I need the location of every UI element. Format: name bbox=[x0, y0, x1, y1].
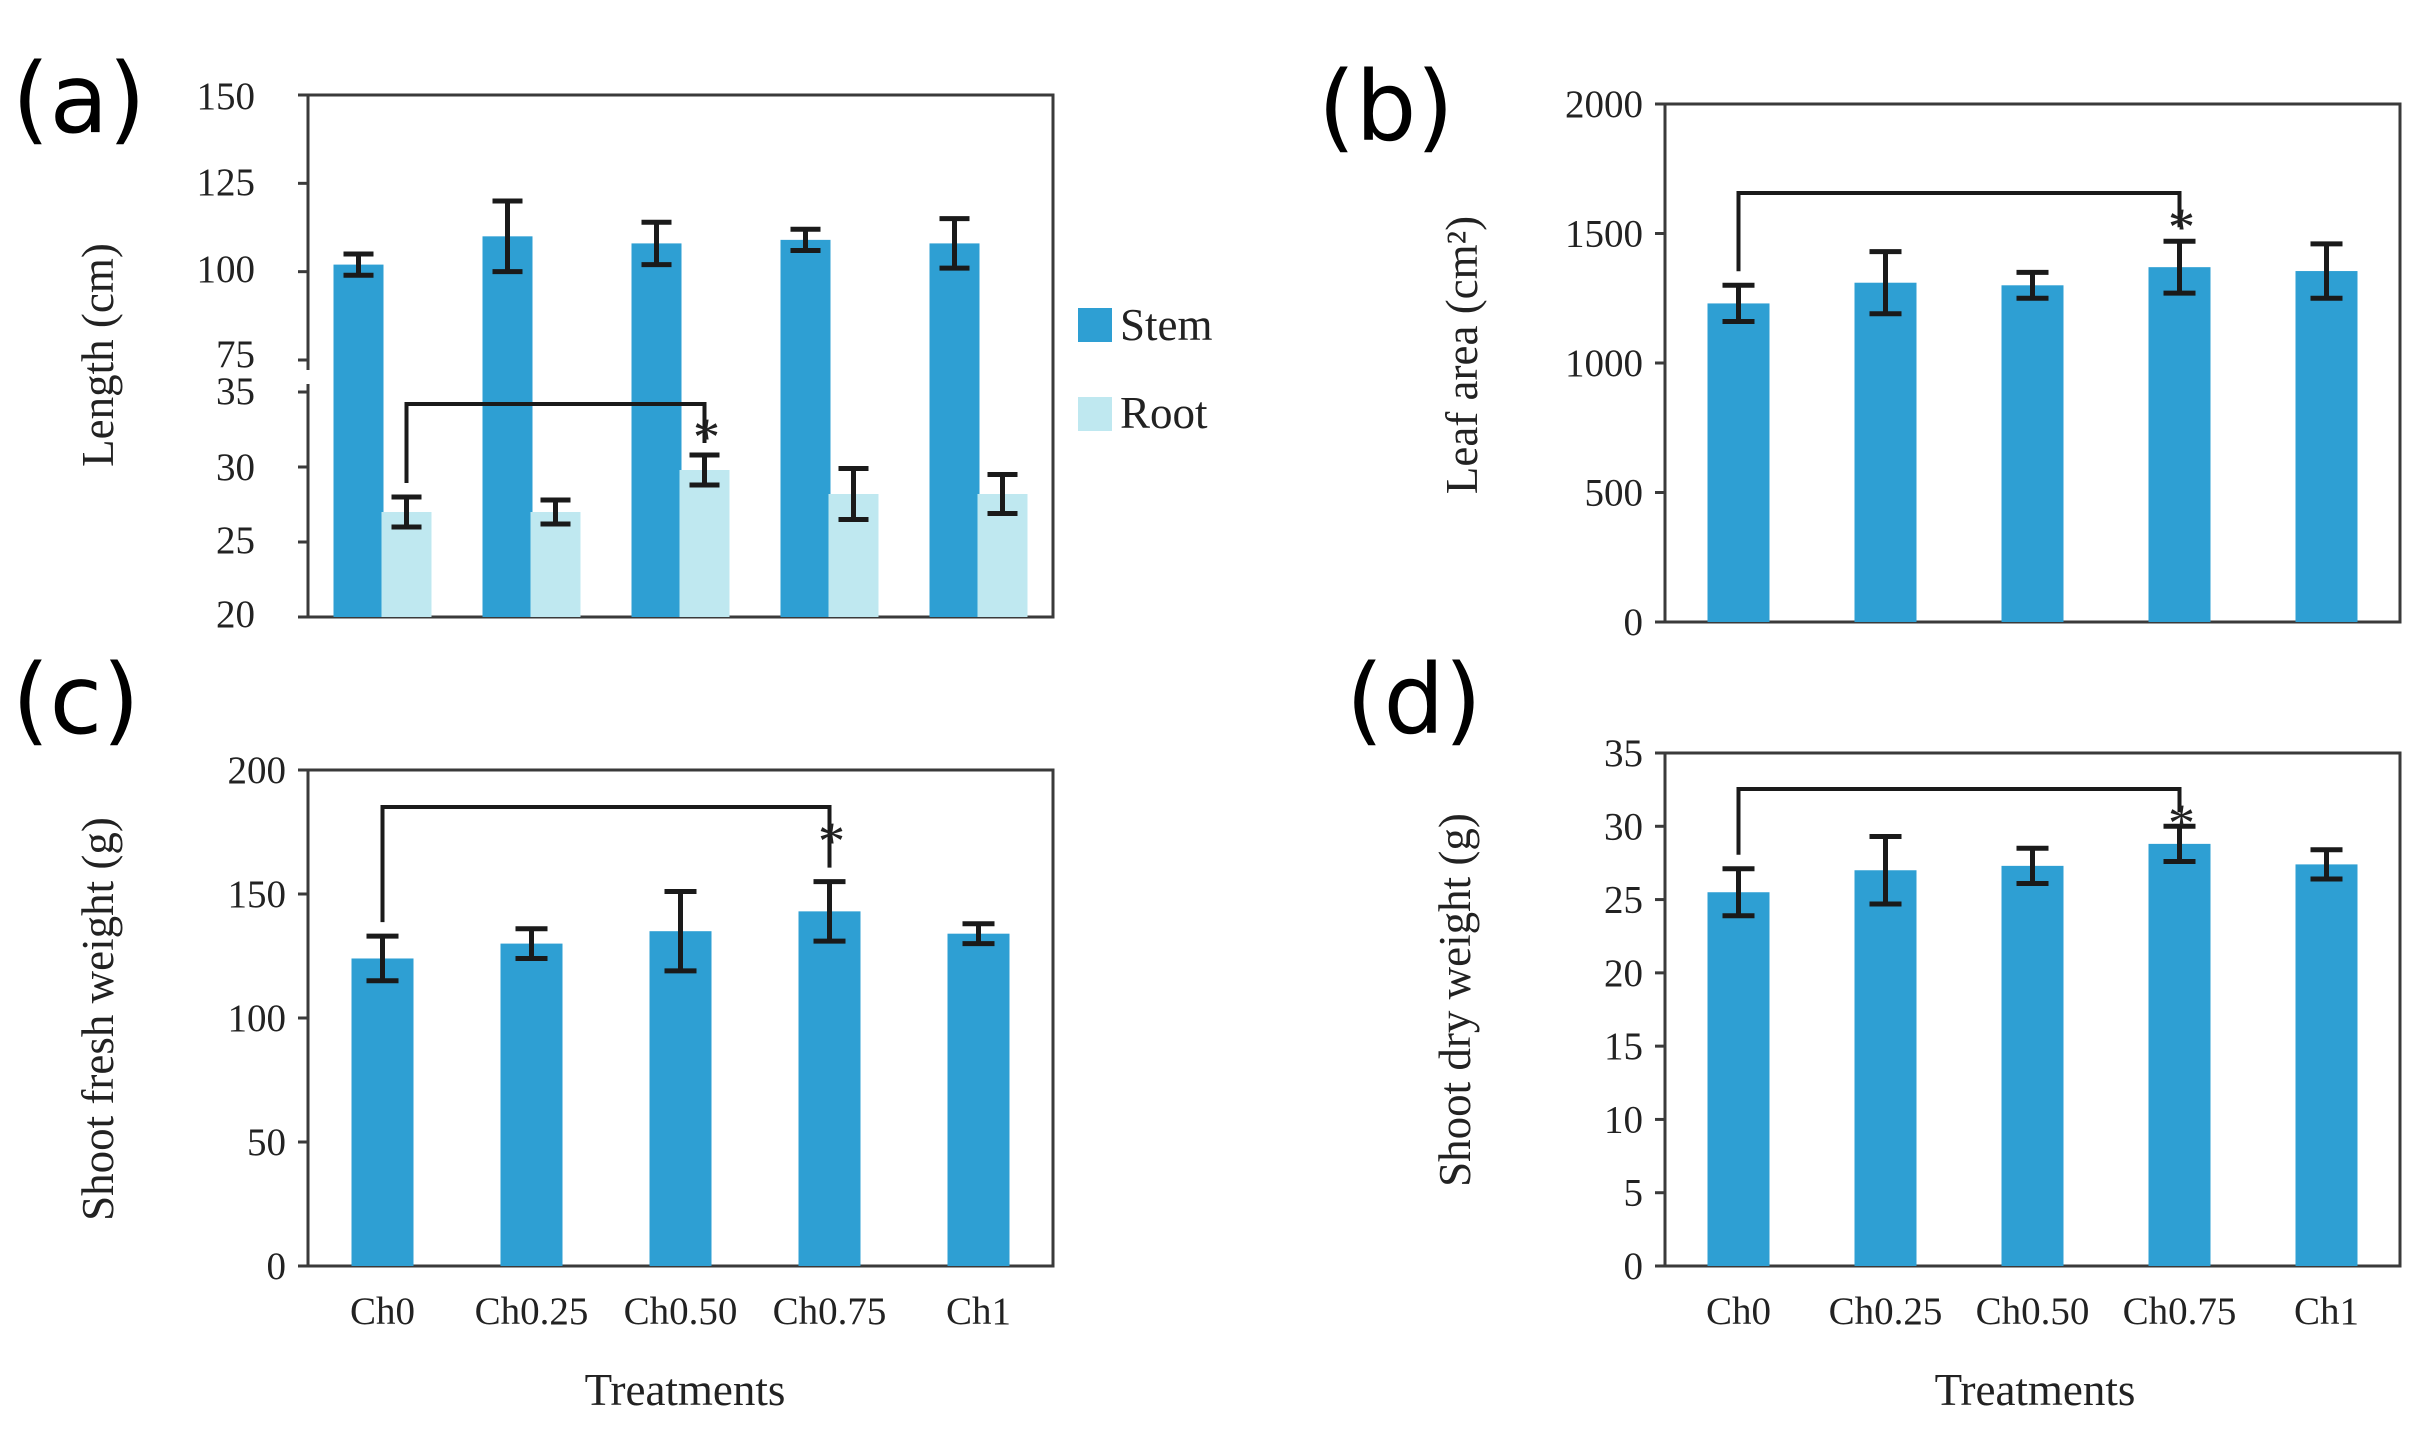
significance-marker: * bbox=[2168, 197, 2195, 257]
bar bbox=[351, 958, 414, 1266]
x-tick-label: Ch0 bbox=[350, 1290, 415, 1333]
panel-b-plot: 2000 1500 1000 500 0 * bbox=[1565, 83, 2358, 644]
panel-a-lower-y-ticks: 35 30 25 20 bbox=[216, 370, 255, 636]
significance-bracket bbox=[380, 805, 832, 923]
bar bbox=[2148, 267, 2211, 622]
y-tick-label: 100 bbox=[197, 248, 256, 291]
legend-label-root: Root bbox=[1120, 388, 1208, 438]
legend-swatch-root bbox=[1078, 397, 1112, 431]
significance-bracket bbox=[1736, 787, 2182, 855]
panel-d-label: (d) bbox=[1346, 644, 1482, 756]
y-tick-label: 20 bbox=[1604, 952, 1643, 995]
bar bbox=[2001, 865, 2064, 1266]
x-tick-label: Ch1 bbox=[2294, 1290, 2359, 1333]
y-tick-label: 0 bbox=[267, 1245, 287, 1288]
y-tick-label: 25 bbox=[1604, 879, 1643, 922]
y-tick-label: 2000 bbox=[1565, 83, 1643, 126]
x-tick-label: Ch0.25 bbox=[1829, 1290, 1943, 1333]
significance-bracket bbox=[1736, 191, 2182, 272]
panel-c-label: (c) bbox=[12, 644, 140, 756]
bar bbox=[1707, 892, 1770, 1266]
panel-a-label: (a) bbox=[12, 43, 146, 155]
y-tick-label: 200 bbox=[228, 749, 287, 792]
significance-marker: * bbox=[818, 811, 845, 871]
y-tick-label: 35 bbox=[216, 370, 255, 413]
y-tick-label: 35 bbox=[1604, 732, 1643, 775]
y-tick-label: 15 bbox=[1604, 1025, 1643, 1068]
y-tick-label: 0 bbox=[1624, 1245, 1644, 1288]
panel-b-y-axis-title: Leaf area (cm²) bbox=[1437, 216, 1487, 494]
y-tick-label: 125 bbox=[197, 161, 256, 204]
panel-a-upper-y-ticks: 150 125 100 75 bbox=[197, 75, 256, 376]
bar bbox=[1707, 303, 1770, 622]
bar bbox=[1854, 282, 1917, 622]
panel-a-y-axis-title: Length (cm) bbox=[73, 243, 123, 467]
panel-a-legend: Stem Root bbox=[1078, 300, 1213, 438]
y-tick-label: 25 bbox=[216, 519, 255, 562]
stem-bar bbox=[929, 243, 980, 617]
y-tick-label: 150 bbox=[197, 75, 256, 118]
stem-bar bbox=[631, 243, 682, 617]
y-tick-label: 100 bbox=[228, 997, 287, 1040]
y-tick-label: 1000 bbox=[1565, 342, 1643, 385]
y-tick-label: 20 bbox=[216, 593, 255, 636]
panel-d-x-axis-title: Treatments bbox=[1935, 1365, 2136, 1415]
x-tick-label: Ch0.75 bbox=[2123, 1290, 2237, 1333]
y-tick-label: 30 bbox=[1604, 805, 1643, 848]
bar bbox=[2001, 285, 2064, 622]
bar bbox=[500, 943, 563, 1266]
bar bbox=[2295, 271, 2358, 622]
stem-bar bbox=[333, 264, 384, 617]
bar bbox=[947, 933, 1010, 1266]
axis-break bbox=[302, 370, 314, 384]
panel-d-y-axis-title: Shoot dry weight (g) bbox=[1430, 813, 1480, 1187]
y-tick-label: 50 bbox=[247, 1121, 286, 1164]
y-tick-label: 30 bbox=[216, 446, 255, 489]
significance-marker: * bbox=[2168, 793, 2195, 853]
bar bbox=[2295, 864, 2358, 1266]
bar bbox=[798, 911, 861, 1266]
panel-c-x-axis-title: Treatments bbox=[585, 1365, 786, 1415]
y-tick-label: 1500 bbox=[1565, 213, 1643, 256]
x-tick-label: Ch0 bbox=[1706, 1290, 1771, 1333]
x-tick-label: Ch0.50 bbox=[624, 1290, 738, 1333]
stem-bar bbox=[482, 236, 533, 618]
root-bar bbox=[679, 470, 730, 617]
y-tick-label: 0 bbox=[1624, 601, 1644, 644]
y-tick-label: 150 bbox=[228, 873, 287, 916]
panel-c-y-axis-title: Shoot fresh weight (g) bbox=[73, 817, 123, 1221]
panel-c-plot: 200 150 100 50 0 Ch0 Ch0.25 Ch0.50 Ch0.75 Ch1 * bbox=[228, 749, 1012, 1333]
x-tick-label: Ch0.50 bbox=[1976, 1290, 2090, 1333]
panel-c: (c) Shoot fresh weight (g) Treatments 20… bbox=[12, 644, 1055, 1415]
y-tick-label: 5 bbox=[1624, 1172, 1644, 1215]
panel-a-bars: * bbox=[298, 93, 1028, 619]
y-tick-label: 10 bbox=[1604, 1098, 1643, 1141]
significance-marker: * bbox=[693, 407, 720, 467]
stem-bar bbox=[780, 239, 831, 617]
panel-b-label: (b) bbox=[1318, 51, 1454, 163]
panel-d: (d) Shoot dry weight (g) Treatments 35 30… bbox=[1346, 644, 2402, 1415]
significance-bracket bbox=[404, 402, 707, 483]
x-tick-label: Ch1 bbox=[946, 1290, 1011, 1333]
bar bbox=[649, 931, 712, 1266]
bar bbox=[1854, 870, 1917, 1266]
x-tick-label: Ch0.25 bbox=[475, 1290, 589, 1333]
legend-label-stem: Stem bbox=[1120, 300, 1213, 350]
bar bbox=[2148, 843, 2211, 1266]
x-tick-label: Ch0.75 bbox=[773, 1290, 887, 1333]
panel-a: (a) 150 125 100 75 35 30 25 20 Length (c… bbox=[12, 43, 1213, 636]
y-tick-label: 500 bbox=[1585, 472, 1644, 515]
panel-b: (b) Leaf area (cm²) 2000 1500 1000 500 0 * bbox=[1318, 51, 2402, 644]
legend-swatch-stem bbox=[1078, 308, 1112, 342]
panel-d-plot: 35 30 25 20 15 10 5 0 Ch0 Ch0.25 Ch0.50 Ch0.75 Ch1 * bbox=[1604, 732, 2359, 1333]
root-bar bbox=[530, 512, 581, 617]
y-tick-label: 75 bbox=[216, 333, 255, 376]
